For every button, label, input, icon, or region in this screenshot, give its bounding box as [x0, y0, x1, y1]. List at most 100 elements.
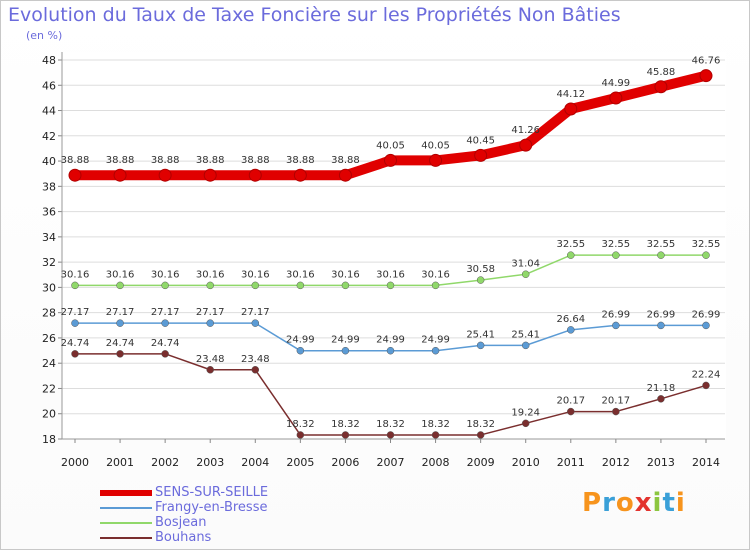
data-point [341, 431, 350, 439]
data-point [68, 168, 82, 182]
data-point [474, 148, 488, 162]
data-label: 24.74 [151, 338, 180, 349]
data-point [116, 350, 124, 358]
data-label: 38.88 [151, 155, 180, 166]
y-tick-label: 46 [42, 79, 56, 92]
data-point [296, 346, 305, 355]
data-point [206, 281, 214, 290]
x-tick-label: 2009 [467, 456, 495, 469]
data-point [71, 281, 79, 290]
x-tick-label: 2005 [286, 456, 314, 469]
x-tick-label: 2014 [692, 456, 720, 469]
data-point [654, 80, 668, 94]
x-tick-label: 2002 [151, 456, 179, 469]
y-tick-label: 32 [42, 256, 56, 269]
data-label: 22.24 [692, 369, 721, 380]
data-label: 38.88 [106, 155, 135, 166]
data-point [251, 366, 260, 374]
data-point [206, 366, 214, 374]
data-point [341, 346, 350, 355]
data-label: 46.76 [692, 56, 721, 67]
data-point [71, 350, 79, 358]
data-point [521, 270, 530, 279]
y-tick-label: 36 [42, 206, 56, 219]
data-label: 38.88 [286, 155, 315, 166]
data-point [206, 319, 214, 327]
legend-swatch [100, 490, 152, 496]
data-label: 41.26 [511, 125, 540, 136]
data-label: 18.32 [466, 419, 495, 430]
chart-title: Evolution du Taux de Taxe Foncière sur l… [8, 4, 621, 26]
data-label: 45.88 [647, 67, 676, 78]
data-point [476, 276, 485, 284]
data-label: 23.48 [241, 354, 270, 365]
x-tick-label: 2007 [377, 456, 405, 469]
data-point [429, 153, 443, 167]
y-tick-label: 44 [42, 105, 56, 118]
data-label: 25.41 [466, 329, 495, 340]
data-label: 24.74 [106, 338, 135, 349]
data-label: 24.99 [376, 335, 405, 346]
data-point [116, 319, 124, 327]
data-point [158, 168, 172, 182]
data-label: 32.55 [556, 239, 585, 250]
data-label: 27.17 [151, 307, 180, 318]
data-label: 30.16 [241, 269, 270, 280]
x-tick-label: 2006 [331, 456, 359, 469]
data-point [113, 168, 127, 182]
data-label: 27.17 [196, 307, 225, 318]
x-tick-label: 2011 [557, 456, 585, 469]
data-label: 38.88 [61, 155, 90, 166]
legend-label: Frangy-en-Bresse [155, 500, 268, 515]
data-label: 32.55 [647, 239, 676, 250]
data-label: 20.17 [556, 396, 585, 407]
data-label: 21.18 [647, 383, 676, 394]
y-tick-label: 30 [42, 281, 56, 294]
data-point [431, 281, 440, 290]
data-point [657, 395, 665, 403]
data-label: 30.16 [421, 269, 450, 280]
data-label: 26.99 [602, 309, 631, 320]
proxiti-logo: Proxiti [582, 488, 686, 518]
data-point [612, 251, 620, 259]
data-label: 24.99 [286, 335, 315, 346]
data-label: 18.32 [331, 419, 360, 430]
data-label: 27.17 [106, 307, 135, 318]
data-point [699, 69, 713, 83]
data-point [251, 319, 260, 327]
data-point [521, 341, 530, 350]
data-point [702, 251, 710, 259]
data-label: 30.16 [376, 269, 405, 280]
legend-swatch [100, 522, 152, 524]
data-label: 26.99 [647, 309, 676, 320]
data-point [296, 281, 305, 290]
x-tick-label: 2010 [512, 456, 540, 469]
y-tick-label: 26 [42, 332, 56, 345]
data-point [609, 91, 623, 105]
data-point [567, 251, 575, 259]
y-axis-unit: (en %) [26, 29, 63, 42]
data-label: 30.58 [466, 264, 495, 275]
data-point [296, 431, 305, 439]
data-point [116, 281, 124, 290]
data-point [386, 281, 395, 290]
y-tick-label: 28 [42, 307, 56, 320]
data-label: 20.17 [602, 396, 631, 407]
data-label: 18.32 [286, 419, 315, 430]
data-label: 23.48 [196, 354, 225, 365]
y-tick-label: 18 [42, 433, 56, 446]
data-point [248, 168, 262, 182]
plot-area [62, 52, 726, 439]
data-point [293, 168, 307, 182]
y-tick-label: 40 [42, 155, 56, 168]
data-point [161, 350, 169, 358]
data-point [203, 168, 217, 182]
data-label: 38.88 [331, 155, 360, 166]
data-label: 18.32 [376, 419, 405, 430]
data-label: 30.16 [286, 269, 315, 280]
data-label: 30.16 [151, 269, 180, 280]
y-tick-label: 38 [42, 180, 56, 193]
data-point [386, 346, 395, 355]
data-label: 44.99 [602, 78, 631, 89]
